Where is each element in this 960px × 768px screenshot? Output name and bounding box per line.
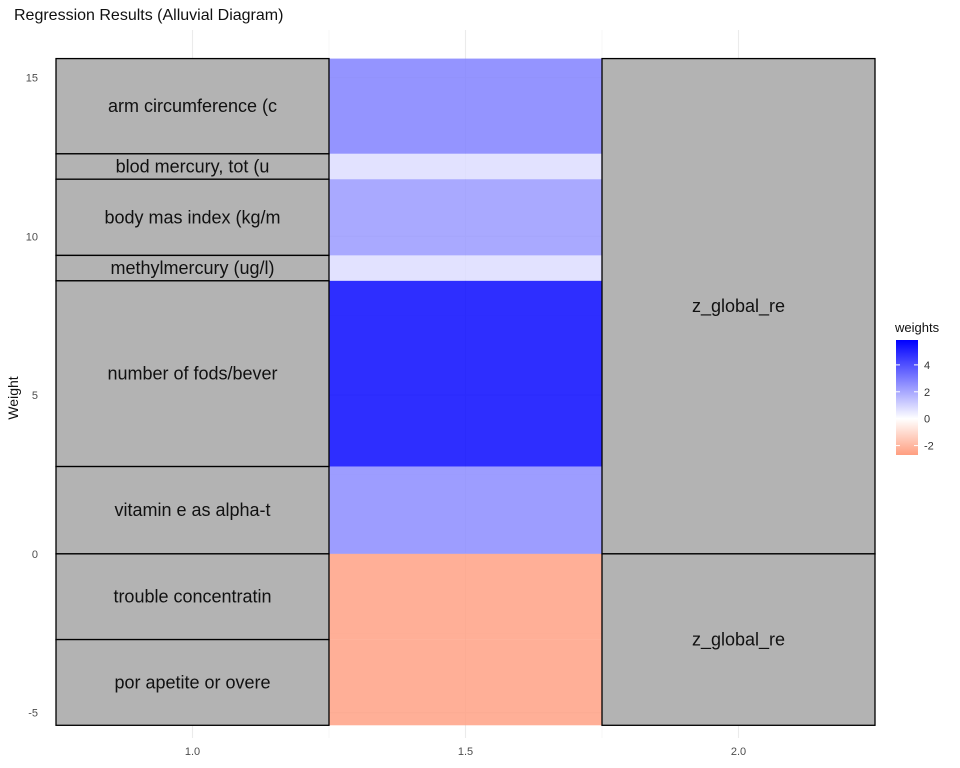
axis1-stratum-label: body mas index (kg/m — [104, 207, 280, 227]
legend-colorbar — [896, 340, 918, 455]
flow-band — [329, 281, 602, 467]
x-tick-label: 1.5 — [458, 746, 473, 758]
flow-band — [329, 467, 602, 554]
axis2-stratum-label: z_global_re — [692, 630, 785, 651]
y-tick-label: 0 — [32, 549, 38, 561]
legend-title: weights — [894, 320, 940, 335]
axis1-stratum-label: methylmercury (ug/l) — [110, 258, 274, 278]
flow-band — [329, 640, 602, 726]
axis1-stratum-label: por apetite or overe — [114, 672, 270, 692]
flow-band — [329, 255, 602, 280]
chart-title: Regression Results (Alluvial Diagram) — [14, 7, 283, 24]
x-tick-label: 1.0 — [185, 746, 200, 758]
legend-tick-label: 0 — [924, 414, 930, 426]
flow-band — [329, 179, 602, 255]
axis1-stratum-label: blod mercury, tot (u — [116, 157, 270, 177]
axis1-stratum-label: arm circumference (c — [108, 96, 277, 116]
legend-tick-label: 4 — [924, 360, 930, 372]
flow-band — [329, 154, 602, 179]
axis1-stratum-label: vitamin e as alpha-t — [114, 500, 270, 520]
flow-band — [329, 59, 602, 154]
flow-band — [329, 554, 602, 640]
axis1-stratum-label: trouble concentratin — [113, 587, 271, 607]
flows — [329, 59, 602, 726]
y-tick-label: 15 — [26, 73, 38, 85]
y-tick-label: -5 — [28, 708, 38, 720]
axis2-stratum-label: z_global_re — [692, 296, 785, 317]
legend: weights -2 0 2 4 — [894, 320, 940, 455]
axis1-stratum-label: number of fods/bever — [107, 364, 277, 384]
y-tick-label: 10 — [26, 231, 38, 243]
y-axis-title: Weight — [5, 376, 21, 419]
alluvial-chart: Regression Results (Alluvial Diagram) ar… — [0, 0, 960, 768]
legend-tick-label: -2 — [924, 441, 934, 453]
y-tick-label: 5 — [32, 390, 38, 402]
legend-tick-label: 2 — [924, 387, 930, 399]
x-tick-label: 2.0 — [731, 746, 746, 758]
